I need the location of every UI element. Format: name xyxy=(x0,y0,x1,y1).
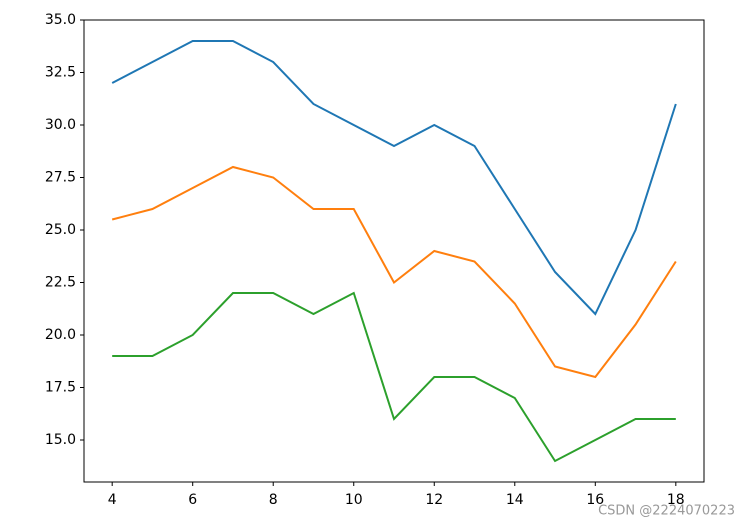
line-series xyxy=(112,291,676,463)
y-tick-label: 17.5 xyxy=(45,380,76,396)
x-tick-label: 14 xyxy=(506,492,524,508)
line-series xyxy=(111,40,677,316)
watermark: CSDN @2224070223 xyxy=(598,504,735,519)
plot-frame xyxy=(83,19,705,483)
x-tick-label: 4 xyxy=(108,492,117,508)
y-tick-label: 32.5 xyxy=(45,65,76,81)
line-series xyxy=(111,165,677,379)
y-tick-label: 22.5 xyxy=(45,275,76,291)
y-tick-label: 27.5 xyxy=(45,170,76,186)
x-tick-label: 18 xyxy=(667,492,685,508)
y-tick-label: 35.0 xyxy=(45,12,76,28)
x-tick-label: 10 xyxy=(345,492,363,508)
x-tick-label: 8 xyxy=(269,492,278,508)
x-tick-label: 12 xyxy=(425,492,443,508)
y-tick-label: 30.0 xyxy=(45,117,76,133)
x-tick-label: 6 xyxy=(188,492,197,508)
y-tick-label: 20.0 xyxy=(45,327,76,343)
y-tick-label: 25.0 xyxy=(45,222,76,238)
y-tick-label: 15.0 xyxy=(45,432,76,448)
x-tick-label: 16 xyxy=(586,492,604,508)
